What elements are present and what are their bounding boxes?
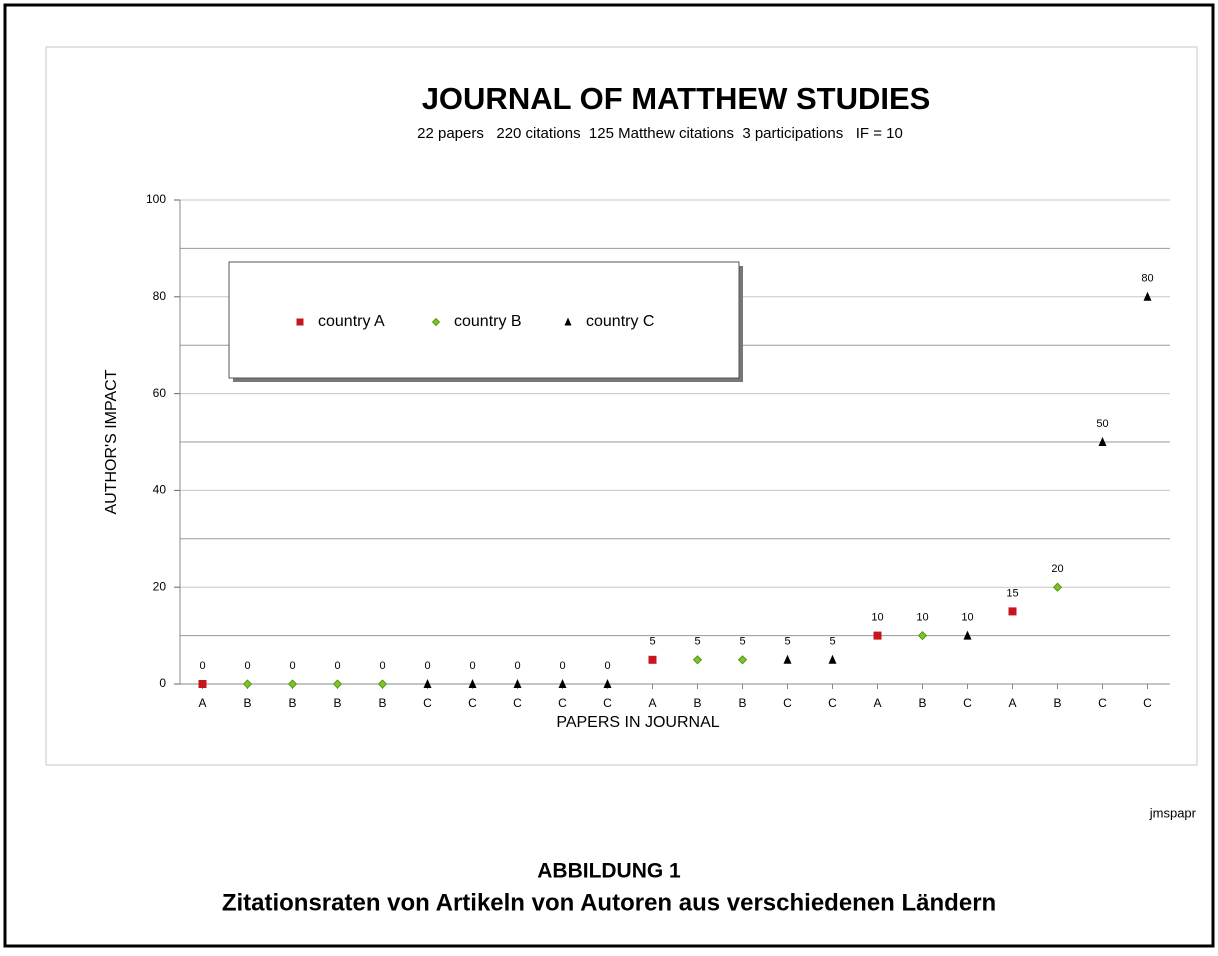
credit: jmspapr (1149, 805, 1197, 820)
x-tick-label: B (288, 696, 296, 710)
y-tick-label: 80 (153, 289, 167, 303)
data-point (603, 679, 612, 688)
x-tick-label: A (873, 696, 881, 710)
x-tick-label: B (333, 696, 341, 710)
data-label: 0 (334, 660, 340, 672)
x-tick-label: B (243, 696, 251, 710)
x-tick-label: A (648, 696, 656, 710)
data-point (558, 679, 567, 688)
y-tick-label: 60 (153, 386, 167, 400)
data-point (1052, 582, 1063, 592)
data-point (828, 654, 837, 664)
data-point (198, 680, 207, 688)
data-label: 5 (829, 636, 835, 648)
x-tick-label: C (1143, 696, 1152, 710)
y-tick-label: 20 (153, 579, 167, 593)
x-tick-label: C (468, 696, 477, 710)
data-label: 5 (694, 636, 700, 648)
data-point (737, 655, 748, 665)
data-label: 0 (244, 660, 250, 672)
data-point (873, 631, 882, 640)
data-point (332, 679, 343, 689)
y-tick-label: 0 (159, 676, 166, 690)
data-point (783, 654, 792, 664)
data-label: 20 (1051, 563, 1063, 575)
data-label: 80 (1141, 273, 1153, 285)
data-label: 10 (916, 612, 928, 624)
data-point (423, 679, 432, 688)
data-label: 15 (1006, 587, 1018, 599)
data-label: 0 (514, 660, 520, 672)
data-label: 0 (199, 660, 205, 672)
legend-marker (296, 318, 304, 326)
data-label: 10 (961, 612, 973, 624)
chart-subtitle: 22 papers 220 citations 125 Matthew cita… (417, 125, 903, 142)
chart-title: JOURNAL OF MATTHEW STUDIES (422, 81, 931, 116)
data-label: 0 (469, 660, 475, 672)
x-tick-label: C (603, 696, 612, 710)
data-label: 0 (289, 660, 295, 672)
data-point (242, 679, 253, 689)
x-tick-label: C (423, 696, 432, 710)
data-point (692, 655, 703, 665)
x-tick-label: B (918, 696, 926, 710)
y-axis-label: AUTHOR'S IMPACT (103, 369, 120, 514)
data-label: 50 (1096, 418, 1108, 430)
x-tick-label: B (378, 696, 386, 710)
data-label: 0 (604, 660, 610, 672)
data-label: 5 (784, 636, 790, 648)
legend: country A country B country C (228, 261, 743, 382)
legend-label: country A (318, 313, 385, 330)
data-label: 5 (649, 636, 655, 648)
data-label: 0 (424, 660, 430, 672)
x-tick-label: C (1098, 696, 1107, 710)
data-point (1143, 291, 1152, 301)
legend-label: country C (586, 313, 654, 330)
legend-marker (431, 317, 441, 327)
data-point (963, 630, 972, 640)
x-tick-label: B (738, 696, 746, 710)
x-tick-label: C (513, 696, 522, 710)
x-tick-label: C (828, 696, 837, 710)
chart-panel (45, 46, 1198, 766)
legend-marker (564, 317, 572, 326)
data-label: 5 (739, 636, 745, 648)
x-axis-label: PAPERS IN JOURNAL (556, 714, 719, 731)
legend-label: country B (454, 313, 522, 330)
x-tick-label: C (783, 696, 792, 710)
data-point (648, 655, 657, 664)
data-point (468, 679, 477, 688)
data-point (377, 679, 388, 689)
x-tick-label: C (558, 696, 567, 710)
data-label: 0 (559, 660, 565, 672)
x-tick-label: B (1053, 696, 1061, 710)
x-tick-label: C (963, 696, 972, 710)
data-point (513, 679, 522, 688)
data-point (1098, 437, 1107, 446)
x-tick-label: A (1008, 696, 1016, 710)
y-tick-label: 100 (146, 192, 166, 206)
data-label: 0 (379, 660, 385, 672)
y-tick-label: 40 (153, 483, 167, 497)
data-point (287, 679, 298, 689)
figure-caption: Zitationsraten von Artikeln von Autoren … (222, 889, 996, 916)
data-point (1008, 607, 1017, 616)
x-tick-label: A (198, 696, 206, 710)
x-tick-label: B (693, 696, 701, 710)
data-label: 10 (871, 612, 883, 624)
figure-label: ABBILDUNG 1 (537, 860, 681, 883)
legend-box (228, 261, 740, 379)
data-point (917, 631, 928, 641)
